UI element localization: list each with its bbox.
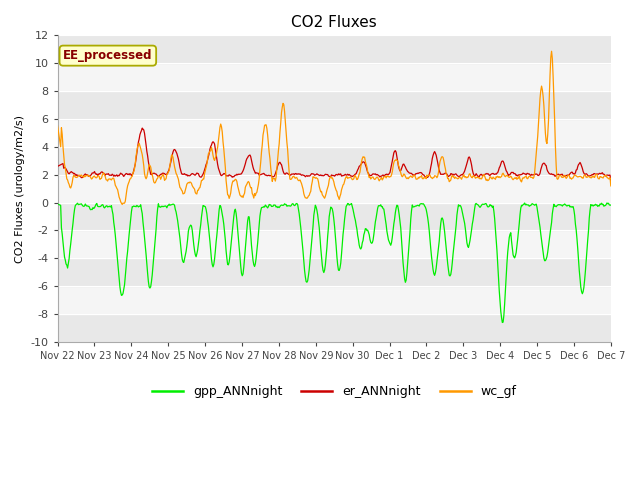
- er_ANNnight: [121, 172, 129, 178]
- Line: gpp_ANNnight: gpp_ANNnight: [58, 203, 611, 323]
- Bar: [58, 286, 611, 314]
- gpp_ANNnight: [177, 243, 184, 249]
- er_ANNnight: [64, 169, 72, 175]
- Legend: gpp_ANNnight, er_ANNnight, wc_gf: gpp_ANNnight, er_ANNnight, wc_gf: [147, 380, 522, 403]
- Text: EE_processed: EE_processed: [63, 49, 152, 62]
- Bar: [58, 36, 611, 63]
- wc_gf: [548, 48, 556, 54]
- Bar: [58, 314, 611, 342]
- er_ANNnight: [54, 164, 61, 169]
- Line: er_ANNnight: er_ANNnight: [58, 128, 611, 182]
- er_ANNnight: [207, 144, 214, 149]
- gpp_ANNnight: [121, 282, 129, 288]
- wc_gf: [64, 177, 72, 183]
- er_ANNnight: [138, 125, 146, 131]
- gpp_ANNnight: [206, 239, 214, 244]
- wc_gf: [207, 148, 214, 154]
- gpp_ANNnight: [418, 201, 426, 206]
- Bar: [58, 175, 611, 203]
- wc_gf: [403, 175, 410, 181]
- wc_gf: [122, 198, 129, 204]
- Bar: [58, 258, 611, 286]
- gpp_ANNnight: [607, 202, 614, 208]
- Bar: [58, 63, 611, 91]
- wc_gf: [607, 183, 614, 189]
- wc_gf: [54, 123, 61, 129]
- gpp_ANNnight: [603, 200, 611, 206]
- gpp_ANNnight: [401, 279, 409, 285]
- Bar: [58, 91, 611, 119]
- Bar: [58, 147, 611, 175]
- er_ANNnight: [178, 170, 186, 176]
- Title: CO2 Fluxes: CO2 Fluxes: [291, 15, 377, 30]
- er_ANNnight: [607, 179, 614, 185]
- er_ANNnight: [403, 166, 410, 172]
- Line: wc_gf: wc_gf: [58, 51, 611, 204]
- Bar: [58, 230, 611, 258]
- gpp_ANNnight: [54, 201, 61, 207]
- wc_gf: [419, 176, 426, 181]
- wc_gf: [178, 187, 186, 193]
- er_ANNnight: [419, 171, 426, 177]
- Bar: [58, 119, 611, 147]
- gpp_ANNnight: [499, 320, 506, 325]
- gpp_ANNnight: [64, 265, 72, 271]
- wc_gf: [118, 202, 126, 207]
- Y-axis label: CO2 Fluxes (urology/m2/s): CO2 Fluxes (urology/m2/s): [15, 115, 25, 263]
- Bar: [58, 203, 611, 230]
